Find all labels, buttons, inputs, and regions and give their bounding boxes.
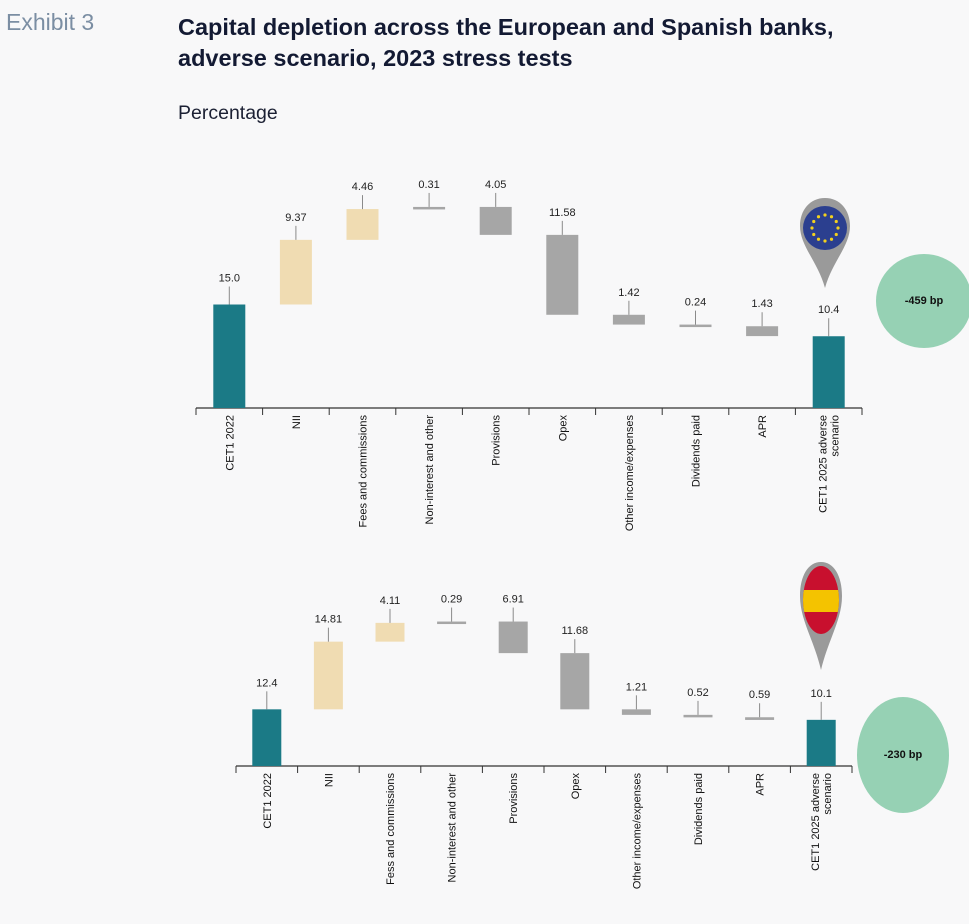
category-label: Dividends paid (691, 415, 703, 487)
category-label: NII (323, 773, 335, 787)
data-label: 10.4 (818, 304, 839, 316)
category-label: Provisions (491, 415, 503, 466)
bar-0 (252, 709, 282, 766)
bar-2 (375, 622, 405, 642)
category-label: scenario (822, 773, 834, 815)
exhibit-label: Exhibit 3 (6, 9, 95, 35)
data-label: 1.21 (626, 681, 647, 693)
data-label: 14.81 (315, 614, 343, 626)
data-label: 11.68 (561, 625, 588, 637)
category-label: CET1 2022 (262, 773, 274, 829)
data-label: 4.05 (485, 179, 506, 191)
change-bubble-spain: -230 bp (857, 697, 949, 813)
waterfall-chart-eu: 15.0 CET1 2022 9.37 NII 4.46 Fees and commiss… (195, 179, 863, 532)
bar-3 (413, 206, 446, 210)
data-label: 11.58 (549, 207, 576, 219)
page-title: Capital depletion across the European an… (178, 14, 834, 71)
category-label: Other income/expenses (631, 773, 643, 890)
category-label: CET1 2022 (224, 415, 236, 471)
data-label: 0.52 (687, 687, 708, 699)
category-label: CET1 2025 adverse (810, 773, 822, 871)
category-label: Fess and commissions (385, 773, 397, 885)
category-label: scenario (830, 415, 842, 457)
data-label: 0.59 (749, 689, 770, 701)
bar-1 (313, 641, 343, 710)
data-label: 12.4 (256, 677, 277, 689)
data-label: 15.0 (219, 273, 240, 285)
bar-4 (498, 621, 528, 654)
data-label: 0.29 (441, 594, 462, 606)
data-label: 6.91 (502, 594, 523, 606)
page-subtitle: Percentage (178, 102, 278, 124)
bar-4 (479, 206, 512, 235)
data-label: 9.37 (285, 212, 306, 224)
bar-7 (679, 324, 712, 328)
bar-9 (812, 336, 845, 408)
bar-5 (546, 234, 579, 315)
category-label: NII (291, 415, 303, 429)
bar-8 (745, 717, 775, 720)
category-label: APR (757, 415, 769, 438)
bar-2 (346, 209, 379, 240)
category-label: Dividends paid (693, 773, 705, 845)
bar-6 (621, 709, 651, 715)
category-label: Other income/expenses (624, 415, 636, 532)
bar-8 (746, 326, 779, 337)
bar-5 (560, 653, 590, 710)
bar-6 (612, 314, 645, 325)
bar-0 (213, 304, 246, 408)
data-label: 4.46 (352, 181, 373, 193)
change-bubble-eu: -459 bp (876, 254, 969, 348)
category-label: Provisions (508, 773, 520, 824)
bar-1 (279, 239, 312, 305)
data-label: 1.43 (751, 298, 772, 310)
bar-7 (683, 714, 713, 718)
category-label: Non-interest and other (447, 773, 459, 883)
bar-3 (437, 621, 467, 625)
category-label: Non-interest and other (424, 415, 436, 525)
category-label: APR (755, 773, 767, 796)
bar-9 (806, 719, 836, 766)
category-label: CET1 2025 adverse (818, 415, 830, 513)
category-label: Fees and commissions (358, 415, 370, 528)
category-label: Opex (570, 773, 582, 800)
data-label: 10.1 (810, 688, 831, 700)
data-label: 0.31 (418, 179, 439, 191)
category-label: Opex (557, 415, 569, 442)
data-label: 0.24 (685, 297, 706, 309)
waterfall-chart-spain: 12.4 CET1 2022 14.81 NII 4.11 Fess and commis… (235, 594, 853, 890)
data-label: 4.11 (380, 595, 401, 607)
data-label: 1.42 (618, 287, 639, 299)
spain-flag-pin-icon (800, 562, 842, 670)
eu-flag-pin-icon (800, 198, 850, 288)
